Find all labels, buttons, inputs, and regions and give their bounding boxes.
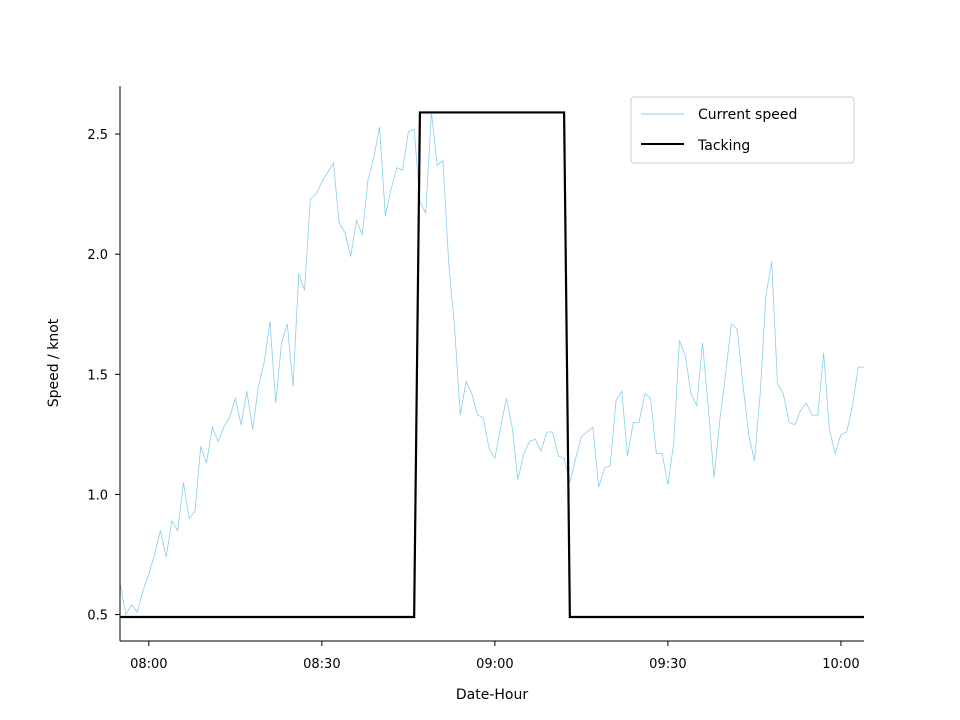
y-tick-label: 1.0 (87, 488, 108, 503)
y-tick-label: 2.0 (87, 248, 108, 263)
x-tick-label: 10:00 (822, 657, 859, 672)
series-line-current-speed (119, 112, 864, 616)
legend-label-current-speed: Current speed (698, 107, 797, 123)
x-tick-label: 08:30 (303, 657, 340, 672)
x-axis-label: Date-Hour (456, 687, 528, 703)
x-tick-label: 08:00 (130, 657, 167, 672)
legend: Current speed Tacking (630, 96, 855, 164)
series-line-tacking (120, 111, 864, 619)
x-tick-label: 09:00 (476, 657, 513, 672)
y-tick-label: 1.5 (87, 368, 108, 383)
axes (119, 86, 864, 642)
y-tick-label: 2.5 (87, 128, 108, 143)
y-ticks: 0.5 1.0 1.5 2.0 2.5 (87, 128, 120, 624)
x-ticks: 08:00 08:30 09:00 09:30 10:00 (130, 641, 860, 672)
legend-label-tacking: Tacking (697, 138, 750, 154)
legend-box (630, 96, 855, 164)
x-tick-label: 09:30 (649, 657, 686, 672)
plot-area (119, 111, 864, 619)
y-axis-label: Speed / knot (46, 318, 62, 407)
y-tick-label: 0.5 (87, 609, 108, 624)
